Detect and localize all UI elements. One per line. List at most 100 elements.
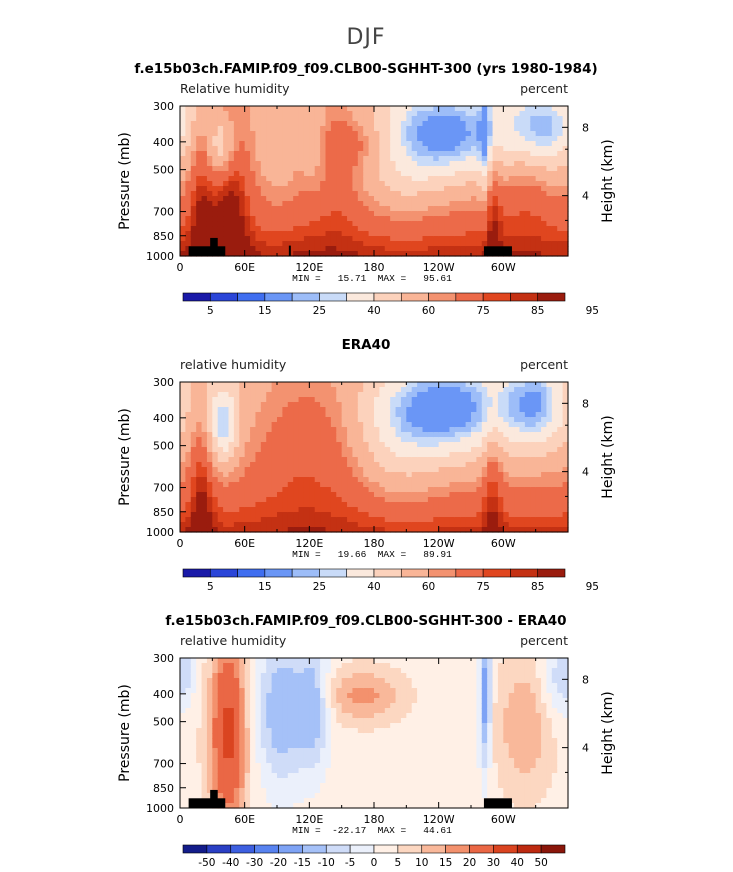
- field-cell: [217, 392, 224, 398]
- field-cell: [233, 181, 240, 187]
- field-cell: [260, 673, 267, 679]
- field-cell: [535, 201, 542, 207]
- field-cell: [352, 131, 359, 137]
- field-cell: [239, 713, 246, 719]
- field-cell: [541, 161, 548, 167]
- field-cell: [196, 452, 203, 458]
- field-cell: [287, 196, 294, 202]
- field-cell: [411, 467, 418, 473]
- field-cell: [260, 161, 267, 167]
- field-cell: [541, 437, 548, 443]
- field-cell: [514, 492, 521, 498]
- field-cell: [514, 452, 521, 458]
- field-cell: [368, 492, 375, 498]
- field-cell: [190, 392, 197, 398]
- field-cell: [223, 502, 230, 508]
- field-cell: [190, 763, 197, 769]
- colorbar: 5 15 25 40 60 75 85 95: [182, 568, 599, 593]
- field-cell: [551, 231, 558, 237]
- field-cell: [449, 221, 456, 227]
- field-cell: [433, 452, 440, 458]
- field-cell: [438, 151, 445, 157]
- field-cell: [314, 251, 321, 257]
- field-cell: [244, 527, 251, 533]
- field-cell: [546, 527, 553, 533]
- field-cell: [217, 382, 224, 388]
- field-cell: [524, 231, 531, 237]
- field-cell: [233, 186, 240, 192]
- field-cell: [239, 758, 246, 764]
- field-cell: [309, 126, 316, 132]
- field-cell: [239, 673, 246, 679]
- field-cell: [492, 231, 499, 237]
- field-cell: [433, 161, 440, 167]
- field-cell: [368, 231, 375, 237]
- field-cell: [557, 181, 564, 187]
- field-cell: [347, 221, 354, 227]
- field-cell: [492, 512, 499, 518]
- field-cell: [336, 402, 343, 408]
- field-cell: [212, 427, 219, 433]
- field-cell: [228, 437, 235, 443]
- field-cell: [201, 522, 208, 528]
- field-cell: [514, 432, 521, 438]
- field-cell: [185, 196, 192, 202]
- field-cell: [519, 231, 526, 237]
- field-cell: [190, 146, 197, 152]
- field-cell: [303, 221, 310, 227]
- field-cell: [519, 131, 526, 137]
- field-cell: [352, 527, 359, 533]
- field-cell: [384, 472, 391, 478]
- field-cell: [196, 106, 203, 112]
- field-cell: [487, 111, 494, 117]
- field-cell: [422, 417, 429, 423]
- field-cell: [427, 462, 434, 468]
- field-cell: [185, 482, 192, 488]
- field-cell: [449, 226, 456, 232]
- field-cell: [438, 477, 445, 483]
- field-cell: [400, 131, 407, 137]
- field-cell: [406, 246, 413, 252]
- field-cell: [551, 387, 558, 393]
- field-cell: [347, 106, 354, 112]
- field-cell: [217, 457, 224, 463]
- field-cell: [546, 512, 553, 518]
- field-cell: [250, 758, 257, 764]
- field-cell: [374, 111, 380, 117]
- field-cell: [282, 452, 289, 458]
- field-cell: [293, 487, 300, 493]
- field-cell: [212, 678, 219, 684]
- field-cell: [352, 522, 359, 528]
- field-cell: [298, 422, 305, 428]
- field-cell: [223, 663, 230, 669]
- field-cell: [508, 472, 515, 478]
- field-cell: [196, 116, 203, 122]
- min-max-label: MIN = 19.66 MAX = 89.91: [292, 549, 452, 560]
- field-cell: [524, 432, 531, 438]
- field-cell: [395, 392, 402, 398]
- field-cell: [400, 527, 407, 533]
- field-cell: [320, 141, 327, 147]
- field-cell: [314, 201, 321, 207]
- field-cell: [293, 437, 300, 443]
- field-cell: [330, 151, 337, 157]
- field-cell: [206, 176, 213, 182]
- field-cell: [217, 116, 224, 122]
- field-cell: [390, 397, 397, 403]
- field-cell: [320, 156, 327, 162]
- field-cell: [196, 196, 203, 202]
- field-cell: [406, 427, 413, 433]
- field-cell: [244, 467, 251, 473]
- field-cell: [266, 708, 273, 714]
- field-cell: [465, 452, 472, 458]
- field-cell: [524, 437, 531, 443]
- field-cell: [336, 397, 343, 403]
- field-cell: [535, 512, 542, 518]
- field-cell: [206, 171, 213, 177]
- field-cell: [271, 492, 278, 498]
- field-cell: [206, 763, 213, 769]
- field-cell: [325, 462, 332, 468]
- field-cell: [508, 136, 515, 142]
- field-cell: [239, 412, 246, 418]
- field-cell: [217, 141, 224, 147]
